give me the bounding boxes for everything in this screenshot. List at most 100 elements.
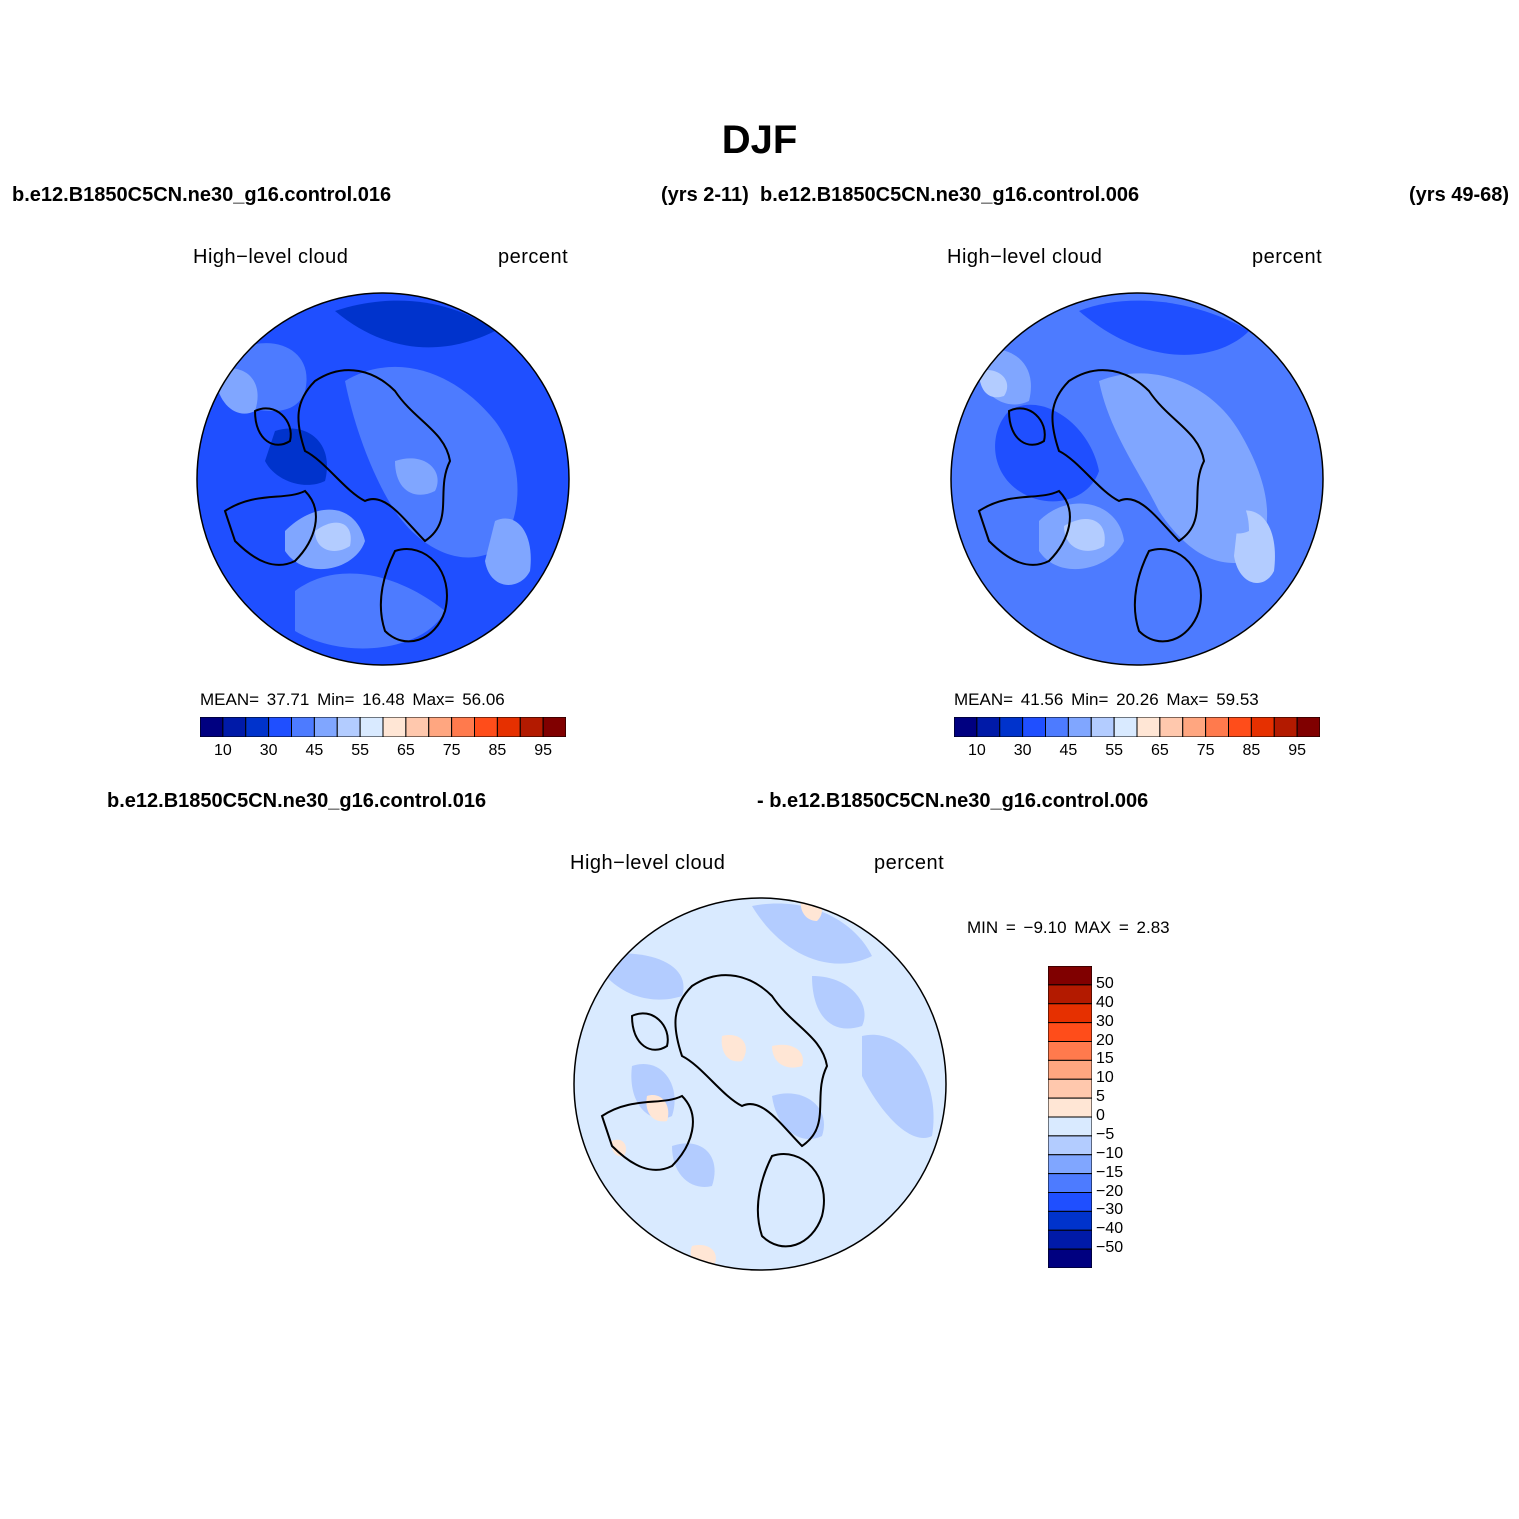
diff-colorbar-box [1048, 1097, 1092, 1118]
diff-colorbar-tick-label: −50 [1096, 1239, 1124, 1257]
diff-colorbar-box [1048, 984, 1092, 1005]
panel2-colorbar-box [1067, 717, 1092, 737]
panel2-colorbar-box [1022, 717, 1047, 737]
panel1-colorbar-tick-label: 85 [488, 742, 507, 759]
panel1-colorbar-tick-label: 30 [259, 742, 278, 759]
diff-colorbar-tick-label: −10 [1096, 1144, 1124, 1162]
panel2-colorbar-box [1136, 717, 1161, 737]
panel2-colorbar-box [1182, 717, 1207, 737]
panel2-colorbar-box [1273, 717, 1298, 737]
diff-stats: MIN = −9.10 MAX = 2.83 [967, 918, 1170, 938]
diff-colorbar-box [1048, 1248, 1092, 1268]
diff-max-label: MAX = [1074, 918, 1129, 937]
panel1-mean: 37.71 [266, 690, 310, 709]
diff-colorbar [1048, 966, 1092, 1268]
diff-colorbar-box [1048, 1116, 1092, 1137]
diff-colorbar-box [1048, 1135, 1092, 1156]
panel2-variable: High−level cloud [947, 246, 1103, 268]
panel1-colorbar-box [496, 717, 521, 737]
diff-colorbar-tick-label: −15 [1096, 1163, 1124, 1181]
panel2-colorbar-box [954, 717, 978, 737]
diff-colorbar-tick-label: −30 [1096, 1201, 1124, 1219]
diff-min: −9.10 [1023, 918, 1067, 937]
panel2-colorbar-box [1228, 717, 1252, 737]
diff-colorbar-box [1048, 1041, 1092, 1061]
panel1-colorbar-box [382, 717, 407, 737]
case2-years: (yrs 49-68) [1409, 184, 1510, 206]
diff-colorbar-tick-label: −20 [1096, 1182, 1124, 1200]
diff-colorbar-box [1048, 966, 1092, 986]
panel1-colorbar-box [336, 717, 361, 737]
diff-colorbar-tick-label: 20 [1096, 1031, 1114, 1049]
panel1-colorbar [200, 717, 566, 737]
panel1-colorbar-tick-label: 45 [305, 742, 324, 759]
panel2-colorbar [954, 717, 1320, 737]
panel2-units: percent [1252, 246, 1323, 268]
panel1-colorbar-box [200, 717, 224, 737]
figure-title: DJF [721, 118, 798, 162]
panel1-colorbar-box [291, 717, 315, 737]
panel1-variable: High−level cloud [193, 246, 349, 268]
panel1-colorbar-box [428, 717, 453, 737]
panel2-colorbar-tick-label: 95 [1288, 742, 1307, 759]
diff-colorbar-tick-label: 0 [1096, 1107, 1105, 1124]
panel1-colorbar-tick-label: 65 [396, 742, 415, 759]
diff-colorbar-box [1048, 1078, 1092, 1099]
diff-min-label: MIN = [967, 918, 1016, 937]
panel2-colorbar-labels: 10 30 45 55 65 75 85 95 [954, 742, 1320, 762]
panel2-colorbar-box [1250, 717, 1275, 737]
panel2-stats: MEAN= 41.56 Min= 20.26 Max= 59.53 [954, 690, 1259, 710]
panel1-colorbar-box [222, 717, 247, 737]
panel2-polar-map [950, 292, 1324, 666]
panel2-colorbar-box [1090, 717, 1115, 737]
panel2-max-label: Max= [1166, 690, 1209, 709]
panel1-colorbar-box [451, 717, 476, 737]
case2-name: b.e12.B1850C5CN.ne30_g16.control.006 [760, 184, 1140, 206]
panel1-colorbar-box [405, 717, 430, 737]
case1-years: (yrs 2-11) [661, 184, 749, 206]
panel2-colorbar-tick-label: 85 [1242, 742, 1261, 759]
panel1-polar-map [196, 292, 570, 666]
diff-variable: High−level cloud [570, 852, 726, 874]
diff-colorbar-box [1048, 1210, 1092, 1231]
diff-colorbar-box [1048, 1154, 1092, 1175]
diff-colorbar-tick-label: 15 [1096, 1050, 1114, 1068]
diff-colorbar-tick-label: −40 [1096, 1220, 1124, 1238]
panel2-min-label: Min= [1071, 690, 1109, 709]
diff-colorbar-labels: 50 40 30 20 15 10 5 0 −5 −10 −15 −20 −30 −40 −50 [1096, 966, 1156, 1268]
panel1-colorbar-box [519, 717, 544, 737]
diff-case-right: - b.e12.B1850C5CN.ne30_g16.control.006 [757, 790, 1149, 812]
diff-colorbar-box [1048, 1229, 1092, 1250]
panel2-colorbar-tick-label: 30 [1013, 742, 1032, 759]
panel2-colorbar-tick-label: 55 [1105, 742, 1124, 759]
panel2-colorbar-box [1113, 717, 1138, 737]
panel1-colorbar-box [313, 717, 338, 737]
panel2-colorbar-box [1205, 717, 1230, 737]
panel2-colorbar-tick-label: 10 [967, 742, 986, 759]
diff-colorbar-box [1048, 1173, 1092, 1194]
diff-colorbar-box [1048, 1022, 1092, 1043]
panel2-colorbar-box [1296, 717, 1320, 737]
diff-colorbar-tick-label: 50 [1096, 974, 1114, 992]
diff-units: percent [874, 852, 945, 874]
panel1-units: percent [498, 246, 569, 268]
panel1-max: 56.06 [462, 690, 505, 709]
panel2-colorbar-box [999, 717, 1024, 737]
panel2-colorbar-tick-label: 75 [1196, 742, 1215, 759]
case1-name: b.e12.B1850C5CN.ne30_g16.control.016 [12, 184, 392, 206]
diff-colorbar-tick-label: −5 [1096, 1125, 1115, 1143]
panel1-colorbar-box [268, 717, 293, 737]
panel1-colorbar-tick-label: 10 [213, 742, 232, 759]
panel2-colorbar-box [976, 717, 1001, 737]
panel1-mean-label: MEAN= [200, 690, 260, 709]
panel1-colorbar-tick-label: 55 [351, 742, 370, 759]
panel1-min: 16.48 [362, 690, 405, 709]
panel2-colorbar-tick-label: 45 [1059, 742, 1078, 759]
diff-colorbar-box [1048, 1059, 1092, 1080]
diff-colorbar-box [1048, 1192, 1092, 1212]
panel1-colorbar-box [359, 717, 384, 737]
panel2-min: 20.26 [1116, 690, 1159, 709]
diff-case-left: b.e12.B1850C5CN.ne30_g16.control.016 [107, 790, 487, 812]
panel2-colorbar-box [1159, 717, 1184, 737]
panel2-mean: 41.56 [1020, 690, 1064, 709]
